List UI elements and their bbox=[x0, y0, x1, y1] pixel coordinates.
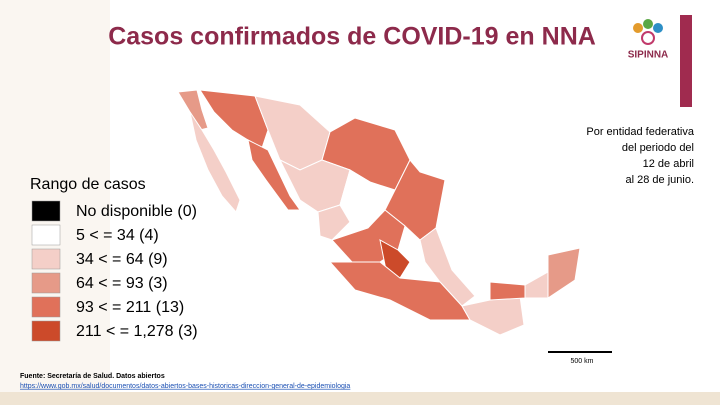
legend-label: 64 < = 93 (3) bbox=[76, 275, 168, 292]
logo-text: SIPINNA bbox=[628, 50, 669, 61]
legend-label: No disponible (0) bbox=[76, 203, 197, 220]
scale-label: 500 km bbox=[571, 358, 594, 365]
legend-swatch bbox=[31, 272, 61, 294]
legend-swatch bbox=[31, 248, 61, 270]
legend-swatch bbox=[31, 224, 61, 246]
title: Casos confirmados de COVID-19 en NNA bbox=[108, 23, 596, 51]
footer-strip bbox=[0, 392, 720, 405]
note-line: 12 de abril bbox=[643, 158, 694, 170]
note-line: del periodo del bbox=[622, 142, 694, 154]
logo: SIPINNA bbox=[628, 19, 669, 61]
legend-title: Rango de casos bbox=[30, 176, 146, 193]
accent-bar bbox=[680, 15, 692, 107]
map: 500 km bbox=[177, 89, 612, 365]
legend-swatch bbox=[31, 200, 61, 222]
legend: No disponible (0) 5 < = 34 (4) 34 < = 64 (… bbox=[31, 200, 198, 342]
legend-label: 34 < = 64 (9) bbox=[76, 251, 168, 268]
legend-swatch bbox=[31, 320, 61, 342]
legend-label: 5 < = 34 (4) bbox=[76, 227, 159, 244]
legend-label: 93 < = 211 (13) bbox=[76, 299, 184, 316]
source-link[interactable]: https://www.gob.mx/salud/documentos/dato… bbox=[20, 383, 350, 390]
note-line: Por entidad federativa bbox=[586, 126, 695, 138]
legend-swatch bbox=[31, 296, 61, 318]
legend-label: 211 < = 1,278 (3) bbox=[76, 323, 198, 340]
note-line: al 28 de junio. bbox=[626, 174, 695, 186]
source: Fuente: Secretaría de Salud. Datos abier… bbox=[20, 373, 165, 380]
